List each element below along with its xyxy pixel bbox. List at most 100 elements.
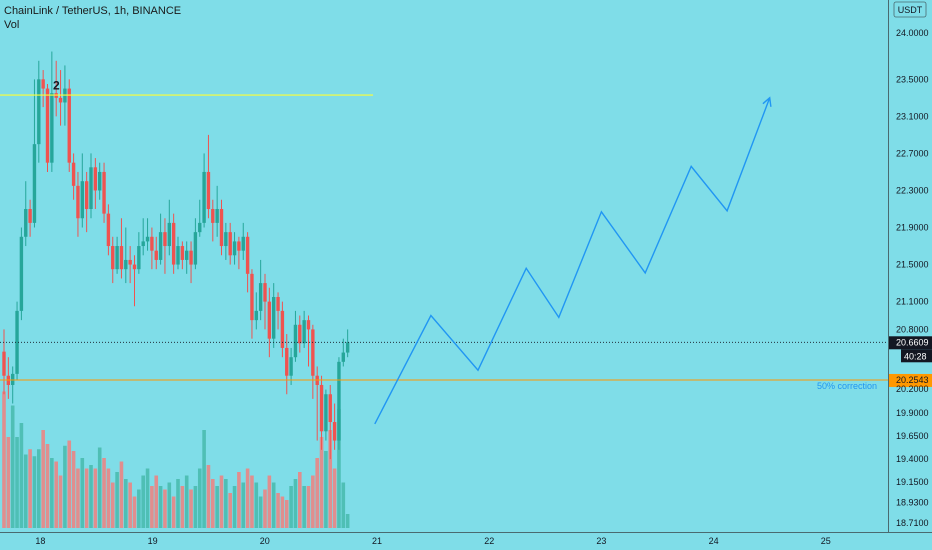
candle-body	[102, 171, 106, 214]
last-price-tag	[889, 336, 932, 350]
volume-bar	[189, 489, 193, 528]
volume-bar	[250, 475, 254, 528]
time-tick-label: 19	[148, 536, 158, 546]
volume-bar	[28, 449, 32, 528]
support-price-value: 20.2543	[896, 375, 929, 385]
time-tick-label: 24	[709, 536, 719, 546]
candle-body	[202, 171, 206, 223]
candle-body	[167, 222, 171, 247]
candle-body	[80, 181, 84, 219]
candle-body	[298, 324, 302, 344]
candle-body	[215, 208, 219, 223]
volume-bar	[237, 472, 241, 528]
volume-bar	[254, 482, 259, 528]
volume-bar	[171, 496, 176, 528]
candle-body	[306, 320, 311, 330]
volume-bar	[97, 447, 102, 528]
candle-body	[106, 213, 111, 247]
volume-bar	[180, 486, 185, 528]
candle-body	[124, 259, 128, 270]
volume-bar	[263, 489, 267, 528]
price-tick-label: 19.6500	[896, 431, 929, 441]
price-tick-label: 18.9300	[896, 498, 929, 508]
candle-body	[32, 144, 37, 223]
candle-body	[319, 384, 324, 432]
volume-bar	[137, 489, 141, 528]
candle-body	[37, 79, 41, 145]
volume-bar	[110, 482, 115, 528]
volume-bar	[319, 437, 324, 528]
price-tick-label: 24.0000	[896, 28, 929, 38]
candle-layer	[2, 51, 350, 460]
volume-bar	[45, 444, 50, 528]
volume-bar	[298, 472, 302, 528]
volume-bar	[197, 468, 202, 528]
candle-body	[11, 373, 15, 385]
price-tick-label: 22.3000	[896, 185, 929, 195]
volume-bar	[289, 486, 293, 528]
candle-body	[328, 394, 332, 423]
volume-bar	[158, 486, 163, 528]
candle-body	[345, 342, 350, 353]
candle-body	[311, 329, 315, 376]
candle-body	[132, 264, 137, 270]
candle-body	[28, 208, 32, 223]
candle-body	[211, 208, 215, 223]
volume-bar	[50, 458, 54, 528]
volume-bar	[141, 475, 145, 528]
volume-bar	[280, 496, 285, 528]
volume-bar	[115, 472, 119, 528]
countdown-tag	[901, 349, 932, 363]
time-tick-label: 18	[35, 536, 45, 546]
volume-bar	[241, 482, 246, 528]
candle-body	[15, 310, 19, 374]
candle-body	[193, 232, 198, 265]
support-price-tag	[889, 373, 932, 387]
currency-label: USDT	[898, 5, 923, 15]
volume-bar	[228, 493, 232, 528]
volume-bar	[19, 423, 24, 528]
candle-body	[285, 347, 289, 376]
volume-bar	[324, 451, 328, 528]
volume-bar	[84, 468, 89, 528]
candle-body	[180, 246, 185, 260]
volume-bar	[6, 437, 11, 528]
projection-arrowhead	[762, 96, 772, 107]
candle-body	[150, 236, 154, 251]
volume-bar	[258, 496, 263, 528]
volume-bar	[193, 486, 198, 528]
time-tick-label: 25	[821, 536, 831, 546]
candle-body	[228, 232, 232, 256]
candle-body	[241, 236, 245, 251]
volume-bar	[293, 479, 298, 528]
candle-body	[276, 296, 280, 311]
volume-bar	[284, 500, 289, 528]
candle-body	[137, 246, 141, 270]
candle-body	[19, 236, 24, 311]
volume-bar	[145, 468, 150, 528]
price-tick-label: 19.4000	[896, 454, 929, 464]
volume-bar	[276, 493, 280, 528]
volume-bar	[267, 475, 272, 528]
volume-bar	[311, 475, 315, 528]
volume-bar	[271, 482, 276, 528]
candle-body	[141, 241, 145, 247]
volume-bar	[184, 475, 189, 528]
candle-body	[58, 97, 63, 103]
volume-bar	[106, 468, 111, 528]
price-tick-label: 22.7000	[896, 148, 929, 158]
volume-bar	[328, 430, 333, 528]
candle-body	[332, 422, 337, 441]
candle-body	[89, 167, 93, 209]
volume-bar	[154, 475, 159, 528]
candle-body	[158, 232, 163, 260]
candle-body	[76, 185, 80, 219]
candle-body	[145, 236, 150, 242]
candle-body	[337, 361, 341, 441]
projection-path	[374, 97, 771, 425]
volume-bar	[167, 482, 172, 528]
volume-bar	[232, 486, 237, 528]
